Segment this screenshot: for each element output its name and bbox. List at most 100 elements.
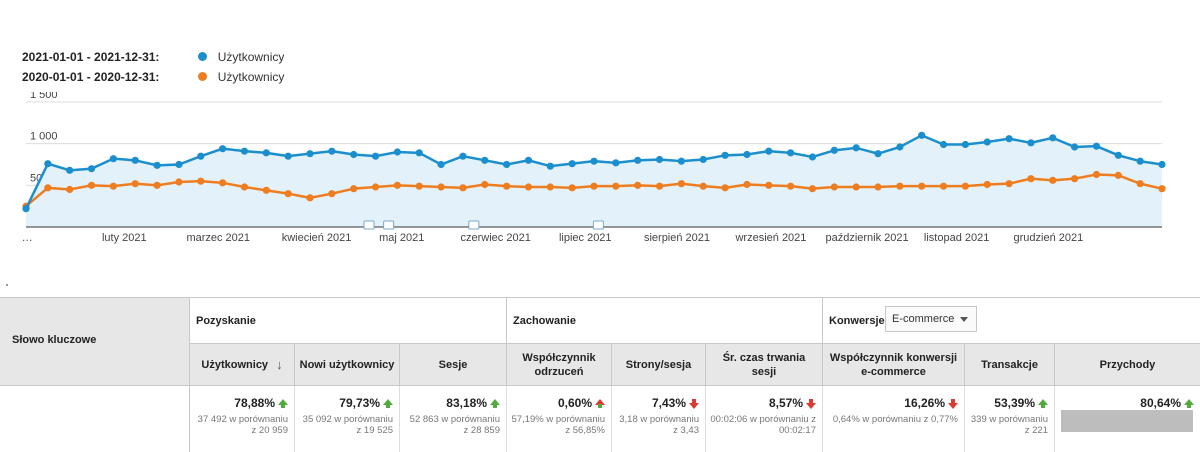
- current-series-point: [131, 156, 139, 164]
- metric-change: 83,18%: [446, 396, 500, 410]
- current-series-point: [284, 152, 292, 160]
- previous-series-point: [961, 182, 969, 190]
- current-series-point: [415, 149, 423, 157]
- metric-cell: 80,64%: [1055, 386, 1200, 452]
- previous-series-point: [1049, 176, 1057, 184]
- current-series-point: [350, 150, 358, 159]
- metric-comparison: 0,64% w porównaniu z 0,77%: [832, 414, 958, 425]
- current-series-point: [459, 152, 467, 160]
- current-series-point: [262, 149, 270, 157]
- column-header-label: Współczynnik konwersji e-commerce: [829, 351, 958, 378]
- group-behavior: Zachowanie: [507, 298, 823, 344]
- metric-change-value: 53,39%: [994, 396, 1035, 410]
- column-header-7[interactable]: Transakcje: [965, 344, 1055, 386]
- previous-series-point: [634, 181, 642, 189]
- previous-series-point: [699, 182, 707, 190]
- previous-series-point: [175, 178, 183, 186]
- sort-descending-icon[interactable]: ↓: [276, 356, 283, 372]
- x-tick-label: kwiecień 2021: [282, 232, 352, 244]
- legend-current-dot-icon: [198, 52, 208, 62]
- column-header-0[interactable]: Użytkownicy ↓: [190, 344, 295, 386]
- chart-legend: 2021-01-01 - 2021-12-31: Użytkownicy 202…: [22, 47, 284, 87]
- metric-change: 78,88%: [234, 396, 288, 410]
- current-series-point: [481, 156, 489, 164]
- trend-down-icon: [948, 399, 958, 409]
- current-series-point: [371, 152, 380, 160]
- column-header-5[interactable]: Śr. czas trwania sesji: [706, 344, 823, 386]
- previous-series-point: [612, 182, 620, 190]
- current-series-point: [721, 151, 729, 159]
- column-header-2[interactable]: Sesje: [400, 344, 507, 386]
- current-series-point: [590, 157, 598, 165]
- current-series-point: [961, 140, 969, 149]
- current-series-point: [109, 155, 117, 163]
- column-header-3[interactable]: Współczynnik odrzuceń: [507, 344, 612, 386]
- current-series-point: [503, 160, 511, 169]
- current-series-point: [1136, 157, 1144, 165]
- metric-change: 8,57%: [769, 396, 816, 410]
- trend-up-icon: [1184, 399, 1194, 408]
- conversion-type-value: E-commerce: [892, 313, 955, 325]
- previous-series-point: [1092, 170, 1101, 179]
- legend-row-previous[interactable]: 2020-01-01 - 2020-12-31: Użytkownicy: [22, 67, 284, 87]
- legend-row-current[interactable]: 2021-01-01 - 2021-12-31: Użytkownicy: [22, 47, 284, 67]
- current-series-point: [22, 205, 30, 213]
- current-series-point: [983, 138, 991, 146]
- previous-series-point: [284, 190, 292, 198]
- legend-previous-dot-icon: [198, 72, 208, 82]
- current-series-point: [896, 143, 904, 151]
- annotation-icon: [468, 220, 480, 230]
- metric-comparison: 35 092 w porównaniu z 19 525: [302, 414, 393, 436]
- previous-series-point: [1114, 171, 1122, 179]
- current-series-point: [808, 153, 817, 161]
- current-series-point: [699, 155, 707, 164]
- conversion-type-dropdown[interactable]: E-commerce: [885, 306, 977, 332]
- metric-change-value: 7,43%: [651, 396, 686, 410]
- column-header-4[interactable]: Strony/sesja: [612, 344, 706, 386]
- current-series-point: [1071, 143, 1079, 151]
- column-header-label: Współczynnik odrzuceń: [522, 351, 596, 378]
- column-header-8[interactable]: Przychody: [1055, 344, 1200, 386]
- column-header-6[interactable]: Współczynnik konwersji e-commerce: [823, 344, 965, 386]
- previous-series-point: [808, 185, 817, 193]
- group-acquisition: Pozyskanie: [190, 298, 507, 344]
- group-acquisition-label: Pozyskanie: [196, 315, 256, 327]
- column-header-label: Nowi użytkownicy: [299, 358, 395, 371]
- previous-series-point: [131, 180, 139, 188]
- previous-series-point: [568, 184, 576, 192]
- keyword-header[interactable]: Słowo kluczowe: [0, 298, 190, 386]
- trend-down-icon: [806, 399, 816, 409]
- legend-previous-range: 2020-01-01 - 2020-12-31:: [22, 70, 160, 84]
- annotation-icon: [363, 220, 375, 230]
- metric-change-value: 0,60%: [557, 396, 592, 410]
- metric-change-value: 16,26%: [904, 396, 945, 410]
- metric-comparison: 339 w porównaniu z 221: [970, 414, 1048, 436]
- previous-series-point: [852, 183, 860, 191]
- totals-row-label-cell: [0, 386, 190, 452]
- previous-series-point: [459, 184, 467, 192]
- legend-current-range: 2021-01-01 - 2021-12-31:: [22, 50, 160, 64]
- previous-series-point: [503, 182, 511, 190]
- x-tick-label: czerwiec 2021: [461, 232, 531, 244]
- x-tick-label: maj 2021: [379, 232, 424, 244]
- current-series-point: [437, 160, 445, 169]
- metric-change: 80,64%: [1140, 396, 1194, 410]
- x-tick-label: lipiec 2021: [559, 232, 612, 244]
- previous-series-point: [1005, 180, 1013, 188]
- previous-series-point: [197, 177, 205, 185]
- previous-series-point: [328, 190, 336, 198]
- current-series-point: [240, 147, 249, 155]
- current-series-point: [219, 145, 227, 153]
- previous-series-point: [219, 179, 227, 187]
- current-series-point: [852, 144, 860, 152]
- current-series-point: [874, 150, 882, 158]
- previous-series-point: [787, 182, 795, 190]
- previous-series-point: [896, 182, 904, 190]
- metric-change: 53,39%: [994, 396, 1048, 410]
- current-series-point: [655, 155, 664, 164]
- trend-up-bad-icon: [595, 399, 605, 408]
- metric-change: 79,73%: [339, 396, 393, 410]
- column-header-1[interactable]: Nowi użytkownicy: [295, 344, 400, 386]
- decorative-dot: [6, 284, 8, 286]
